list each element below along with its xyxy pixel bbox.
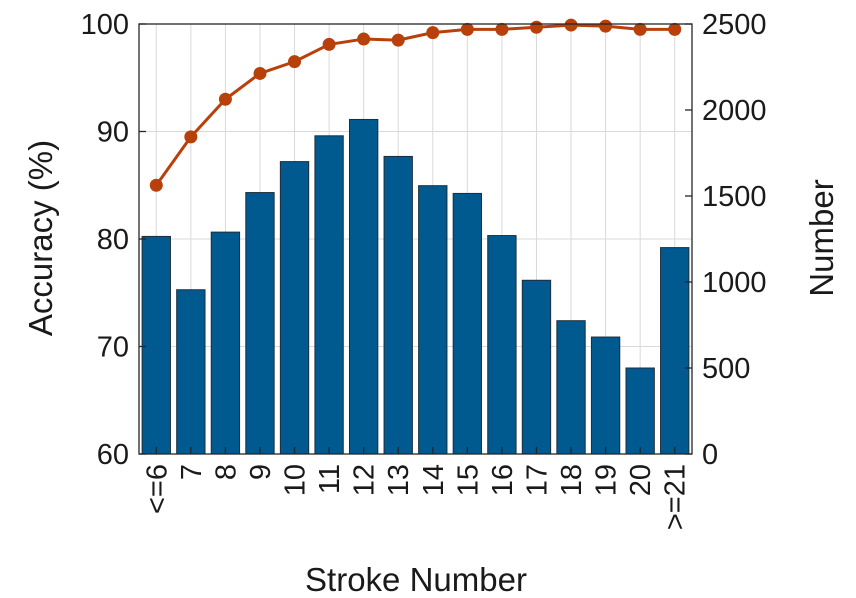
y-right-tick-label: 1000 xyxy=(702,267,767,299)
accuracy-line xyxy=(155,23,675,187)
accuracy-point xyxy=(288,55,302,69)
y-axis-left-title: Accuracy (%) xyxy=(22,140,59,336)
bar xyxy=(487,235,517,455)
y-left-tick-label: 80 xyxy=(97,224,129,256)
bar xyxy=(590,336,621,455)
bar xyxy=(176,289,206,455)
bar xyxy=(660,247,690,455)
y-axis-right-title: Number xyxy=(803,179,840,296)
bar xyxy=(556,320,586,455)
x-tick-label: 10 xyxy=(280,464,312,496)
accuracy-point xyxy=(668,22,682,36)
x-tick-label: 9 xyxy=(245,464,277,480)
x-tick-label: <=6 xyxy=(141,464,173,514)
x-tick-label: 7 xyxy=(176,464,208,480)
bar xyxy=(245,192,275,455)
bar xyxy=(383,155,413,455)
accuracy-point xyxy=(426,26,440,40)
x-tick-label: 19 xyxy=(591,464,623,496)
bar xyxy=(141,235,171,455)
accuracy-point xyxy=(322,37,336,51)
line-series xyxy=(149,18,682,192)
x-tick-label: 15 xyxy=(452,464,484,496)
x-tick-label: >=21 xyxy=(660,464,692,530)
accuracy-point xyxy=(633,22,647,36)
accuracy-point xyxy=(253,66,267,80)
x-tick-label: 18 xyxy=(556,464,588,496)
bar xyxy=(210,231,241,455)
x-tick-label: 8 xyxy=(210,464,242,480)
bar xyxy=(452,192,483,455)
accuracy-point xyxy=(184,130,198,144)
bar-series xyxy=(141,118,690,455)
y-left-tick-label: 70 xyxy=(97,332,129,364)
y-right-tick-label: 2000 xyxy=(702,95,767,127)
accuracy-point xyxy=(599,19,613,33)
y-left-tick-label: 100 xyxy=(81,9,129,41)
accuracy-point xyxy=(495,22,509,36)
bar xyxy=(625,367,655,455)
x-axis-title: Stroke Number xyxy=(305,561,527,598)
y-right-tick-label: 0 xyxy=(702,439,718,471)
x-tick-label: 17 xyxy=(521,464,553,496)
accuracy-point xyxy=(218,92,232,106)
bar xyxy=(279,161,310,455)
x-tick-label: 16 xyxy=(487,464,519,496)
x-tick-label: 13 xyxy=(383,464,415,496)
y-left-tick-label: 90 xyxy=(97,117,129,149)
accuracy-point xyxy=(149,178,163,192)
accuracy-point xyxy=(391,33,405,47)
accuracy-point xyxy=(460,22,474,36)
accuracy-point xyxy=(564,18,578,32)
bar xyxy=(314,135,344,455)
y-right-tick-label: 500 xyxy=(702,353,750,385)
accuracy-point xyxy=(357,32,371,46)
accuracy-point xyxy=(529,20,543,34)
y-right-tick-label: 1500 xyxy=(702,181,767,213)
y-right-tick-label: 2500 xyxy=(702,9,767,41)
x-tick-label: 20 xyxy=(625,464,657,496)
x-tick-label: 14 xyxy=(418,464,450,496)
bar xyxy=(418,185,448,455)
x-tick-label: 11 xyxy=(314,464,346,494)
x-tick-label: 12 xyxy=(349,464,381,496)
bar xyxy=(521,279,552,455)
bar xyxy=(348,118,379,455)
axes xyxy=(138,23,693,455)
y-left-tick-label: 60 xyxy=(97,439,129,471)
